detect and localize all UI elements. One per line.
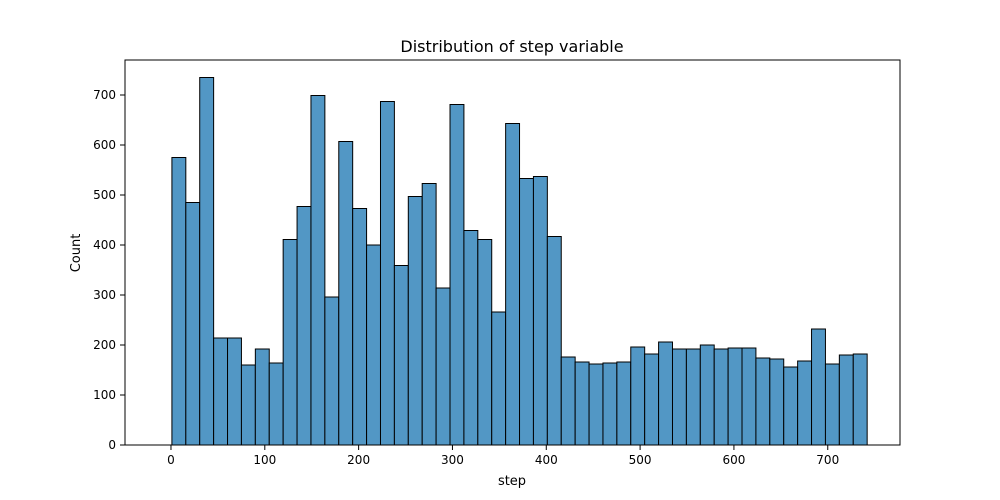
histogram-bar <box>366 244 381 446</box>
y-tick-label: 100 <box>93 388 116 402</box>
chart-title: Distribution of step variable <box>400 37 623 56</box>
y-tick-label: 200 <box>93 338 116 352</box>
x-axis-label: step <box>498 474 526 489</box>
histogram-bar <box>797 360 813 446</box>
histogram-bar <box>574 361 590 446</box>
histogram-bar <box>268 362 284 446</box>
histogram-bar <box>324 296 340 446</box>
histogram-bar <box>824 363 840 446</box>
histogram-bar <box>338 141 354 446</box>
y-tick-label: 400 <box>93 238 116 252</box>
y-tick-label: 300 <box>93 288 116 302</box>
histogram-bar <box>254 348 270 446</box>
histogram-bar <box>532 176 548 446</box>
histogram-bar <box>393 265 409 446</box>
histogram-bar <box>727 347 743 446</box>
bars-group <box>171 77 868 446</box>
x-tick-label: 300 <box>441 453 464 467</box>
histogram-bar <box>477 239 493 446</box>
histogram-bar <box>379 101 395 446</box>
histogram-bar <box>852 353 868 446</box>
histogram-bar <box>630 346 646 446</box>
histogram-bar <box>699 344 715 446</box>
y-axis-label: Count <box>69 234 84 273</box>
histogram-bar <box>769 358 785 446</box>
histogram-bar <box>213 337 229 446</box>
y-tick-label: 500 <box>93 188 116 202</box>
histogram-bar <box>199 77 215 446</box>
y-tick-label: 0 <box>108 438 116 452</box>
histogram-bar <box>811 328 826 446</box>
histogram-bar <box>296 206 312 446</box>
histogram-bar <box>352 208 368 446</box>
histogram-bar <box>616 361 632 446</box>
histogram-bar <box>407 196 423 446</box>
histogram-bar <box>602 362 618 446</box>
x-tick-label: 500 <box>629 453 652 467</box>
histogram-bar <box>505 123 521 446</box>
y-tick-label: 600 <box>93 138 116 152</box>
histogram-bar <box>227 337 242 446</box>
histogram-bar <box>282 239 298 446</box>
histogram-bar <box>463 230 479 446</box>
histogram-bar <box>783 366 799 446</box>
x-tick-label: 600 <box>722 453 745 467</box>
histogram-bar <box>644 353 660 446</box>
histogram-bar <box>171 157 187 446</box>
histogram-bar <box>838 354 854 446</box>
x-axis: 0 100 200 300 400 500 600 700 <box>167 445 839 467</box>
histogram-bar <box>185 202 201 446</box>
x-tick-label: 200 <box>347 453 370 467</box>
x-tick-label: 0 <box>167 453 175 467</box>
histogram-bar <box>519 178 534 446</box>
histogram-bar <box>240 364 256 446</box>
x-tick-label: 700 <box>816 453 839 467</box>
histogram-bar <box>546 236 562 446</box>
histogram-bar <box>671 348 687 446</box>
histogram-bar <box>560 356 576 446</box>
histogram-bar <box>435 287 451 446</box>
y-tick-label: 700 <box>93 88 116 102</box>
x-tick-label: 400 <box>535 453 558 467</box>
histogram-bar <box>741 347 757 446</box>
histogram-bar <box>491 311 507 446</box>
histogram-bar <box>449 104 465 446</box>
plot-frame <box>124 59 901 446</box>
histogram-bar <box>310 95 326 446</box>
histogram-bar <box>588 363 604 446</box>
histogram-bar <box>658 341 673 446</box>
y-axis: 0 100 200 300 400 500 600 700 <box>93 88 125 452</box>
histogram-bar <box>755 357 771 446</box>
histogram-bar <box>713 348 729 446</box>
x-tick-label: 100 <box>253 453 276 467</box>
histogram-bar <box>421 183 437 446</box>
histogram-bar <box>685 348 701 446</box>
